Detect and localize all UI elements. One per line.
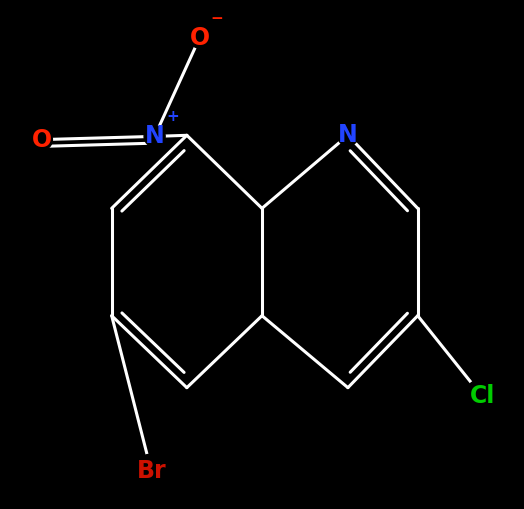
Circle shape — [337, 125, 358, 146]
Text: Cl: Cl — [470, 384, 495, 408]
Text: O: O — [32, 128, 52, 152]
Circle shape — [31, 129, 52, 150]
Circle shape — [134, 454, 169, 489]
Circle shape — [465, 379, 499, 413]
Text: +: + — [166, 109, 179, 124]
Text: N: N — [338, 123, 358, 147]
Text: O: O — [190, 25, 210, 49]
Text: Br: Br — [137, 460, 166, 484]
Text: −: − — [210, 11, 223, 26]
Circle shape — [189, 27, 210, 48]
Text: N: N — [145, 124, 165, 149]
Circle shape — [144, 126, 165, 147]
